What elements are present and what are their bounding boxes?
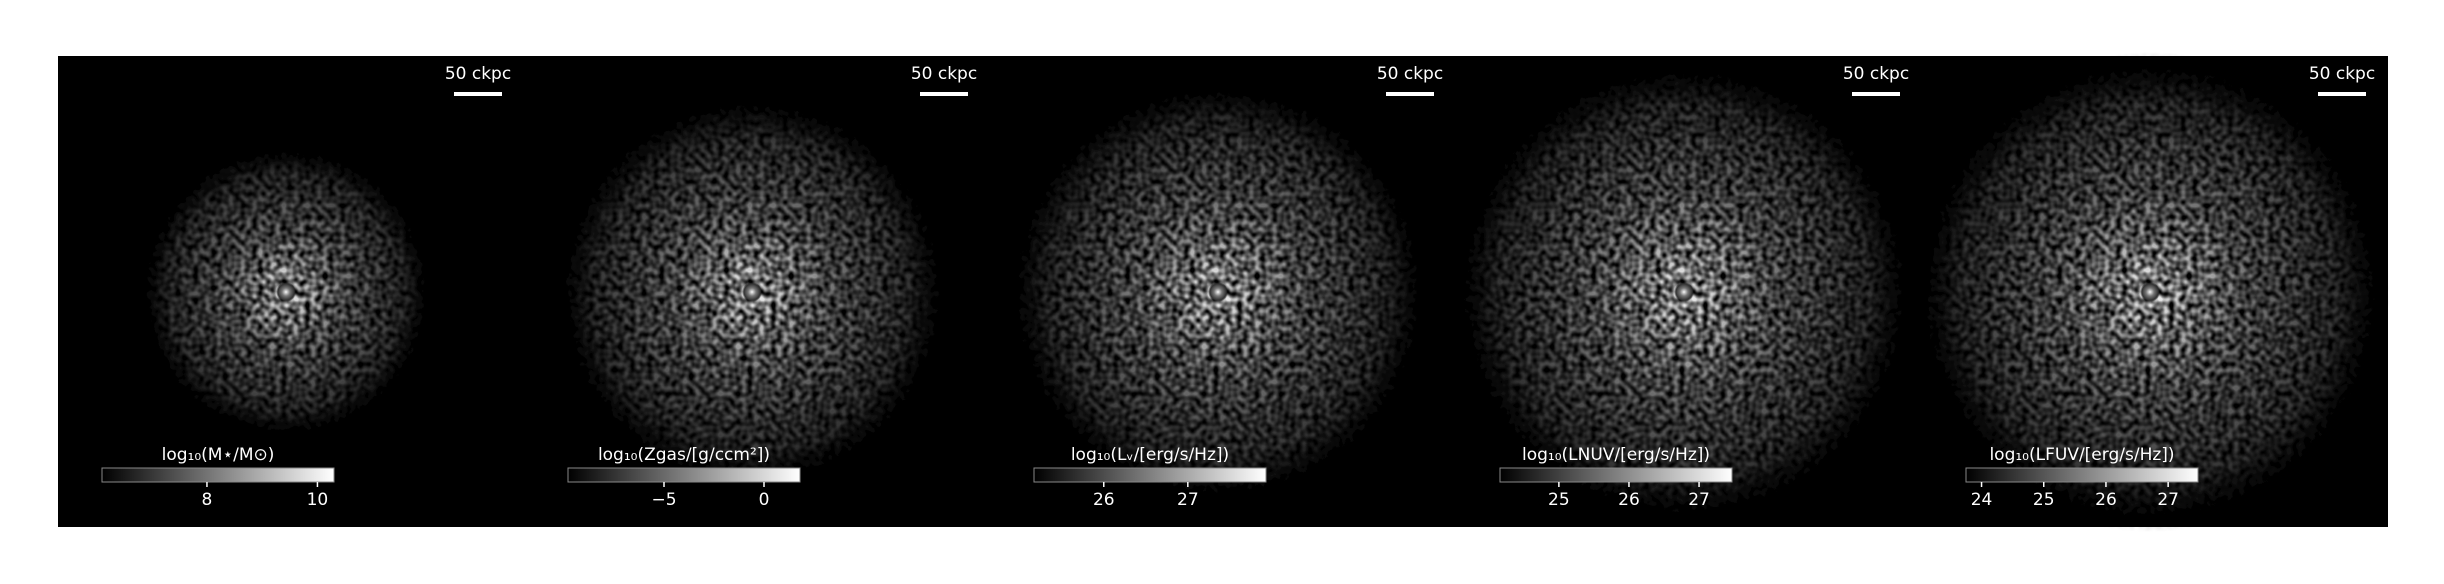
colorbar-label: log₁₀(Lᵥ/[erg/s/Hz]) bbox=[1071, 445, 1229, 465]
colorbar-tick-label: 25 bbox=[1548, 490, 1570, 510]
colorbar-label: log₁₀(LNUV/[erg/s/Hz]) bbox=[1522, 445, 1710, 465]
scale-bar-label: 50 ckpc bbox=[1377, 64, 1443, 84]
galaxy-core bbox=[1674, 282, 1694, 302]
scale-bar-label: 50 ckpc bbox=[445, 64, 511, 84]
colorbar bbox=[567, 467, 801, 483]
colorbar-tick-label: 0 bbox=[759, 490, 770, 510]
colorbar-tick-label: 24 bbox=[1971, 490, 1993, 510]
colorbar bbox=[1499, 467, 1733, 483]
scale-bar-label: 50 ckpc bbox=[911, 64, 977, 84]
colorbar-label: log₁₀(LFUV/[erg/s/Hz]) bbox=[1989, 445, 2174, 465]
colorbar-tick-label: 26 bbox=[1618, 490, 1640, 510]
colorbar-tick-label: 10 bbox=[307, 490, 329, 510]
colorbar-tick-label: 27 bbox=[1688, 490, 1710, 510]
scale-bar-label: 50 ckpc bbox=[1843, 64, 1909, 84]
galaxy-core bbox=[1208, 282, 1228, 302]
colorbar bbox=[1033, 467, 1267, 483]
scale-bar-label: 50 ckpc bbox=[2309, 64, 2375, 84]
panel: 50 ckpc log₁₀(LFUV/[erg/s/Hz]) 24 25 26 27 bbox=[1910, 52, 2390, 532]
colorbar bbox=[101, 467, 335, 483]
colorbar-tick-label: 27 bbox=[2157, 490, 2179, 510]
panel: 50 ckpc log₁₀(Zgas/[g/ccm²]) −5 0 bbox=[552, 64, 977, 510]
colorbar-tick-label: 26 bbox=[2095, 490, 2117, 510]
colorbar-tick-label: 27 bbox=[1177, 490, 1199, 510]
colorbar-label: log₁₀(M⋆/M⊙) bbox=[162, 445, 275, 465]
panel: 50 ckpc log₁₀(M⋆/M⊙) 8 10 bbox=[101, 64, 511, 510]
panel: 50 ckpc log₁₀(Lᵥ/[erg/s/Hz]) 26 27 bbox=[1003, 64, 1443, 510]
colorbar bbox=[1965, 467, 2199, 483]
colorbar-tick-label: −5 bbox=[651, 490, 676, 510]
colorbar-tick-label: 8 bbox=[202, 490, 213, 510]
colorbar-label: log₁₀(Zgas/[g/ccm²]) bbox=[598, 445, 770, 465]
galaxy-core bbox=[276, 282, 296, 302]
galaxy-core bbox=[2140, 282, 2160, 302]
panel: 50 ckpc log₁₀(LNUV/[erg/s/Hz]) 25 26 27 bbox=[1449, 57, 1919, 527]
colorbar-tick-label: 25 bbox=[2033, 490, 2055, 510]
galaxy-core bbox=[742, 282, 762, 302]
colorbar-tick-label: 26 bbox=[1093, 490, 1115, 510]
